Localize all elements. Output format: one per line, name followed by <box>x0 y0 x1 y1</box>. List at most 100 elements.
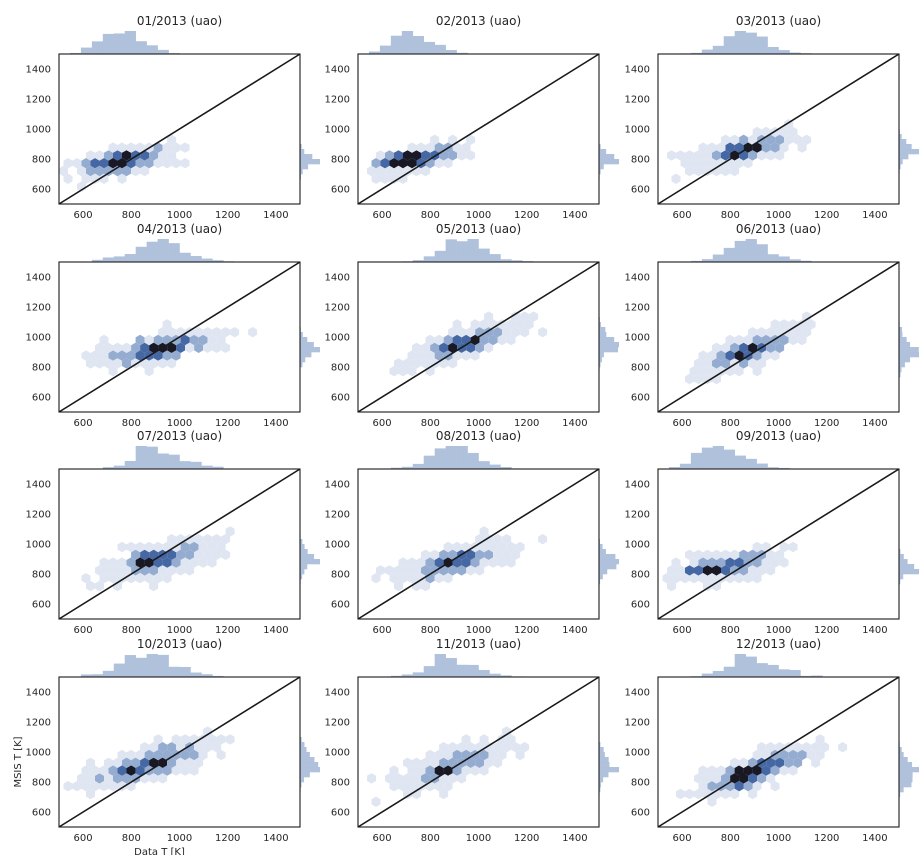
subplot-title: 02/2013 (uao) <box>436 14 521 28</box>
hexbin-cell <box>95 342 104 353</box>
hexbin-cell <box>766 342 776 353</box>
top-histogram-bar <box>201 465 213 469</box>
hexbin-cell <box>367 773 376 784</box>
hexbin-cell <box>721 150 731 161</box>
hexbin-cell <box>376 165 385 177</box>
top-histogram-bar <box>146 446 158 469</box>
hexbin-cell <box>430 757 440 768</box>
hexbin-cell <box>144 334 154 346</box>
top-histogram-bar <box>701 673 714 677</box>
hexbin-cell <box>117 557 127 568</box>
hexbin-cell <box>470 557 480 568</box>
hexbin-cell <box>180 557 190 568</box>
top-histogram-bar <box>489 464 501 469</box>
hexbin-cell <box>511 549 521 560</box>
top-histogram-bar <box>467 452 479 469</box>
axes-frame <box>58 53 301 205</box>
top-histogram-bar <box>390 35 403 54</box>
hexbin-cell <box>162 557 172 568</box>
top-histogram-bar <box>712 45 725 54</box>
hexbin-cell <box>95 565 104 576</box>
hexbin-cell <box>752 126 762 138</box>
hexbin-cell <box>389 173 399 184</box>
hexbin-cell <box>775 757 785 768</box>
hexbin-cell <box>171 350 181 361</box>
right-histogram-bar <box>300 362 303 368</box>
hexbin-cell <box>140 342 150 353</box>
hexbin-cell <box>77 165 86 177</box>
hexbin-cell <box>180 541 190 553</box>
hexbin-cell <box>207 541 217 553</box>
y-tick-label: 600 <box>331 185 350 196</box>
right-histogram-bar <box>599 544 603 550</box>
hexbin-cell <box>158 327 168 338</box>
hexbin-cell <box>144 366 154 377</box>
hexbin-cell <box>775 549 785 560</box>
x-tick-label: 1400 <box>862 210 887 221</box>
hexbin-cell <box>770 350 780 361</box>
top-histogram-bar <box>478 669 490 677</box>
top-histogram-bar <box>102 257 115 262</box>
hexbin-cell <box>389 765 399 776</box>
hexbin-cell <box>721 788 731 800</box>
hexbin-cell <box>194 534 204 545</box>
right-histogram-bar <box>300 564 308 570</box>
hexbin-cell <box>716 142 726 153</box>
hexbin-cell <box>676 150 685 161</box>
subplot-title: 04/2013 (uao) <box>137 222 222 236</box>
hexbin-cell <box>434 781 444 792</box>
y-tick-label: 800 <box>631 570 650 581</box>
y-tick-label: 1400 <box>26 480 51 491</box>
hexbin-cell <box>394 580 403 592</box>
hexbin-cell <box>117 142 127 153</box>
right-histogram-bar <box>899 757 908 763</box>
hexbin-cell <box>802 134 812 145</box>
hexbin-cell <box>680 158 690 169</box>
hexbin-cell <box>434 350 444 361</box>
top-histogram-bar <box>690 52 703 54</box>
hexbin-cell <box>203 742 213 753</box>
top-histogram-bar <box>412 36 425 54</box>
hexbin-cell <box>430 342 440 353</box>
x-tick-label: 1200 <box>514 210 539 221</box>
hexbin-cell <box>117 765 127 776</box>
y-tick-label: 800 <box>631 155 650 166</box>
x-tick-label: 1400 <box>263 625 288 636</box>
hexbin-cell <box>479 334 489 346</box>
hexbin-cell <box>176 549 186 560</box>
top-histogram-bar <box>767 467 779 469</box>
hexbin-cell <box>439 757 449 768</box>
hexbin-cell <box>748 150 758 161</box>
hexbin-cell <box>484 757 494 768</box>
axes-frame <box>357 468 600 620</box>
right-histogram-bar <box>300 777 305 783</box>
hexbin-cell <box>734 366 744 377</box>
hexbin-cell <box>104 358 113 369</box>
hexbin-cell <box>421 342 431 353</box>
hexbin-cell <box>153 734 163 745</box>
right-histogram-bar <box>300 559 320 565</box>
hexbin-cell <box>425 765 435 776</box>
hexbin-cell <box>439 788 449 800</box>
hexbin-cell <box>511 327 521 338</box>
subplot-title: 06/2013 (uao) <box>736 222 821 236</box>
hexbin-cell <box>167 342 177 353</box>
top-histogram-bar <box>445 50 457 54</box>
hexbin-cell <box>721 773 731 784</box>
hexbin-cell <box>198 334 208 346</box>
top-histogram-bar <box>701 447 714 469</box>
hexbin-cell <box>90 765 100 776</box>
hexbin-cell <box>108 765 118 776</box>
top-histogram-bar <box>745 458 757 469</box>
top-histogram-bar <box>456 52 468 54</box>
y-tick-label: 800 <box>331 155 350 166</box>
hexbin-cell <box>189 557 199 568</box>
y-tick-label: 1200 <box>625 718 650 729</box>
subplot-8: 08/2013 (uao) 600 800 1000 1200 1400 600 800 100… <box>325 429 619 636</box>
hexbin-cell <box>95 358 104 369</box>
hexbin-cell <box>698 557 708 568</box>
hexbin-cell <box>757 327 767 338</box>
top-histogram-bar <box>767 664 779 677</box>
hexbin-cell <box>712 358 721 369</box>
hexbin-cell <box>448 358 458 369</box>
